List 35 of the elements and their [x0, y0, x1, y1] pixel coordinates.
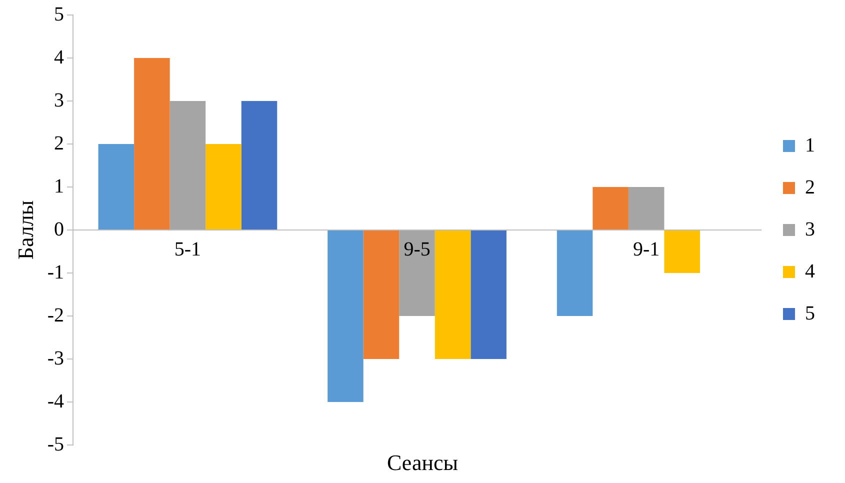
bar: [134, 58, 170, 230]
bar: [556, 230, 593, 316]
y-tick-label: -1: [47, 261, 64, 284]
x-axis-title: Сеансы: [386, 450, 458, 475]
bar: [241, 101, 278, 230]
bar: [592, 187, 628, 230]
bar: [170, 101, 206, 230]
bar: [328, 230, 364, 402]
bar: [434, 230, 471, 359]
legend-label: 5: [805, 302, 815, 324]
x-tick-label: 5-1: [174, 238, 202, 260]
y-tick-label: -5: [47, 433, 64, 456]
x-tick-label: 9-1: [633, 238, 660, 260]
y-tick-label: -4: [47, 390, 64, 412]
bar: [363, 230, 400, 359]
legend-label: 4: [805, 260, 815, 282]
y-tick-label: 3: [54, 89, 64, 112]
bar: [399, 230, 435, 316]
y-tick-label: -3: [47, 347, 64, 370]
legend-label: 1: [805, 134, 815, 156]
y-tick-label: -2: [47, 304, 64, 326]
y-tick-label: 5: [54, 3, 64, 26]
y-tick-label: 1: [54, 175, 64, 198]
bar: [470, 230, 506, 359]
legend-label: 2: [805, 176, 815, 198]
x-tick-label: 9-5: [404, 238, 430, 260]
bar: [628, 187, 664, 230]
y-tick-label: 2: [54, 132, 64, 154]
legend-label: 3: [805, 218, 815, 240]
bar: [664, 230, 700, 273]
y-axis-title: Баллы: [12, 200, 38, 260]
bar: [98, 144, 134, 230]
bar: [206, 144, 242, 230]
y-tick-label: 4: [54, 46, 64, 68]
y-tick-label: 0: [54, 218, 64, 240]
